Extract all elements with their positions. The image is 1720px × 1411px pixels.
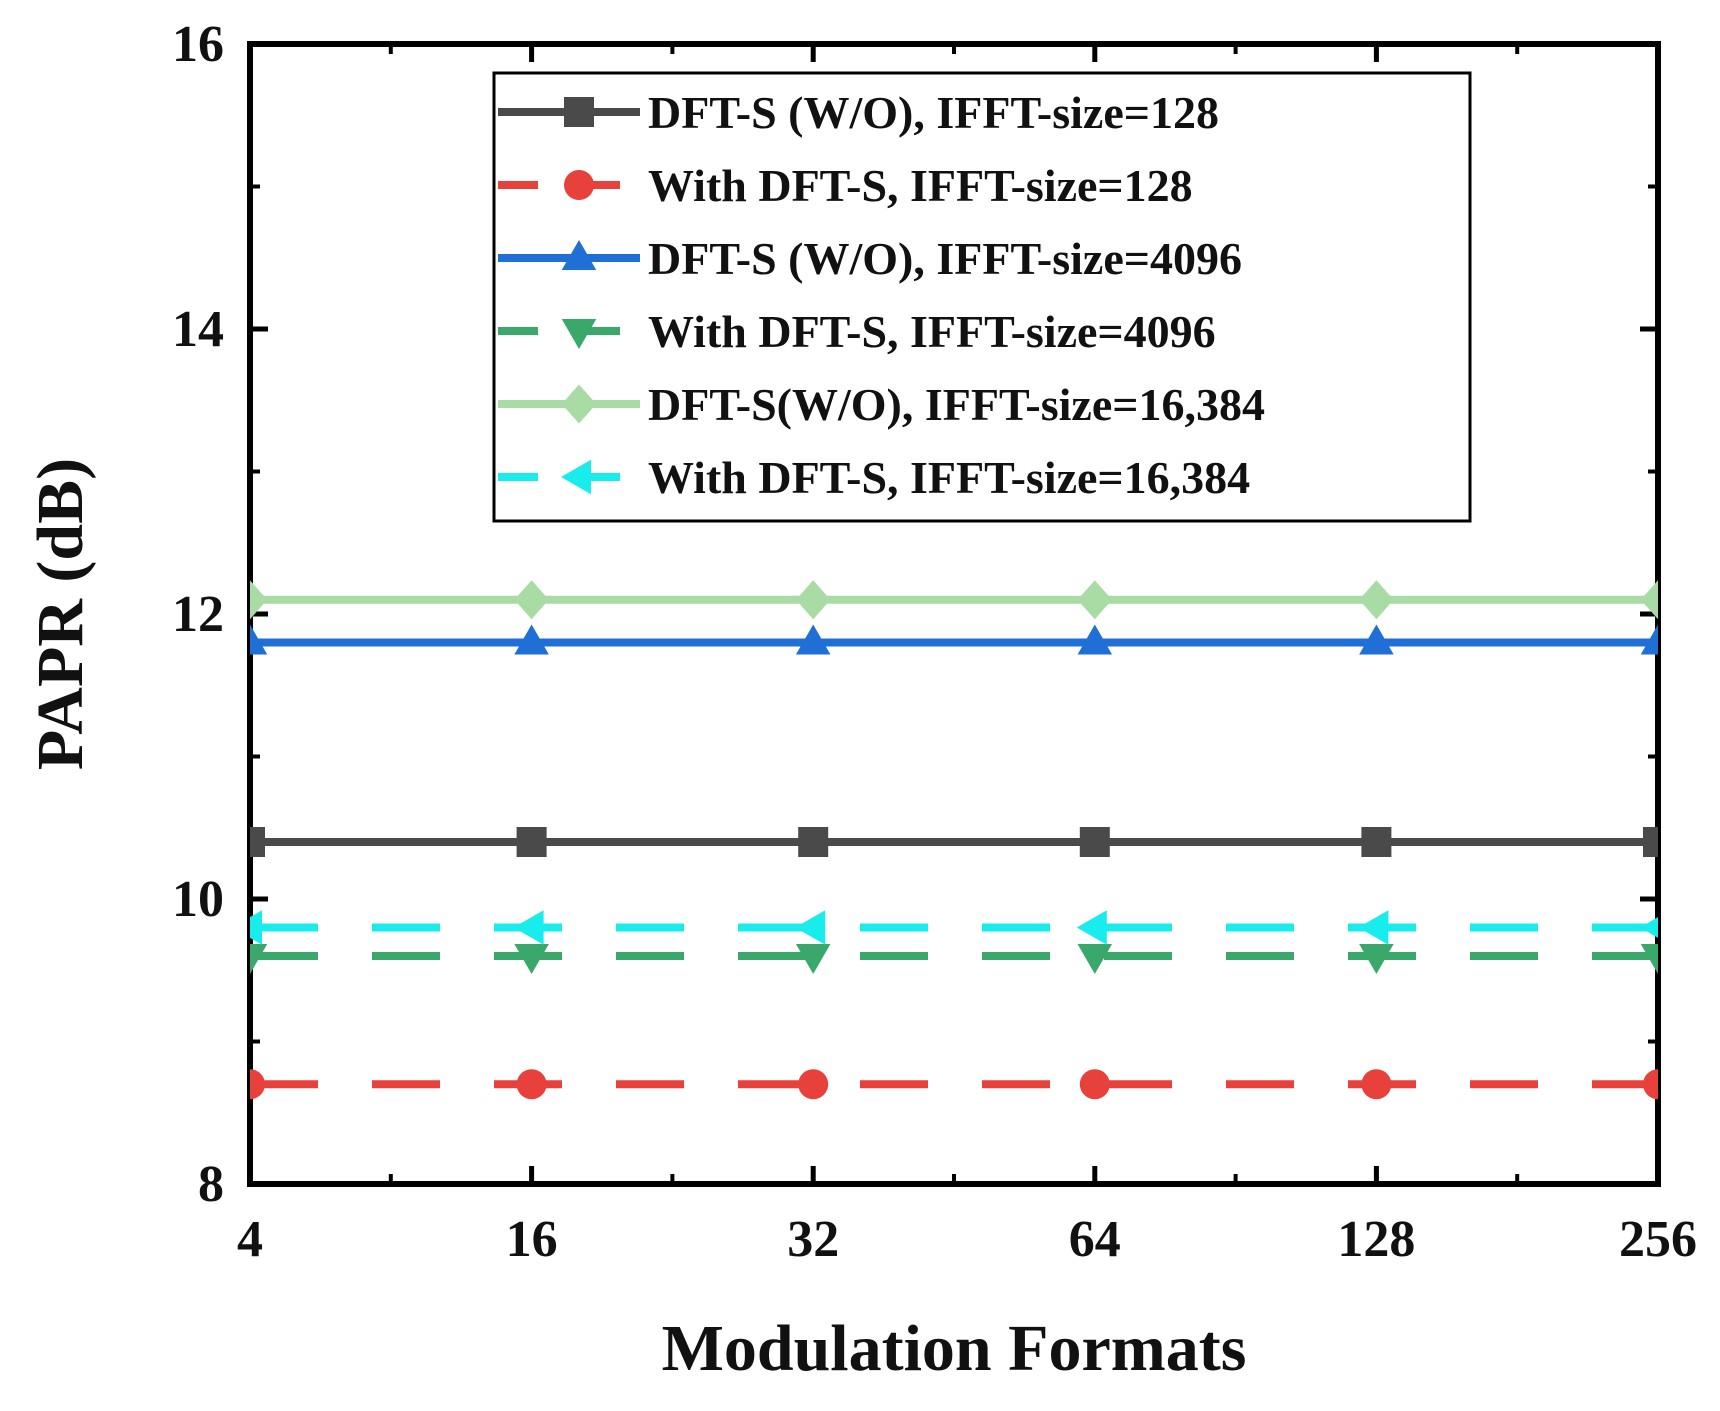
data-point-marker xyxy=(514,944,549,974)
y-tick-label: 10 xyxy=(172,871,224,928)
legend-marker xyxy=(564,97,594,127)
data-point-marker xyxy=(1359,580,1394,620)
data-point-marker xyxy=(1079,827,1110,857)
data-point-marker xyxy=(1640,580,1658,620)
data-point-marker xyxy=(1643,1069,1658,1100)
data-point-marker xyxy=(1077,944,1113,974)
y-tick-labels: 8 10 12 14 16 xyxy=(172,16,224,1213)
x-tick-label: 16 xyxy=(506,1211,558,1268)
data-point-marker xyxy=(795,910,826,945)
legend-marker xyxy=(564,170,594,200)
data-point-marker xyxy=(1079,1069,1110,1100)
series-3 xyxy=(250,624,1658,655)
x-tick-label: 128 xyxy=(1337,1211,1415,1268)
data-point-marker xyxy=(250,1069,265,1100)
legend-marker xyxy=(561,384,597,424)
data-point-marker xyxy=(795,624,831,655)
data-point-marker xyxy=(795,944,831,974)
legend-marker xyxy=(561,319,597,349)
x-tick-labels: 4 16 32 64 128 256 xyxy=(237,1211,1697,1268)
x-tick-label: 4 xyxy=(237,1211,263,1268)
data-point-marker xyxy=(1076,910,1107,945)
legend-label: DFT-S (W/O), IFFT-size=4096 xyxy=(648,233,1242,284)
data-point-marker xyxy=(1077,624,1113,655)
series-5 xyxy=(250,580,1658,620)
legend-label: DFT-S(W/O), IFFT-size=16,384 xyxy=(648,379,1265,430)
legend-box xyxy=(492,71,1472,523)
data-point-marker xyxy=(1640,944,1658,974)
data-point-marker xyxy=(516,827,547,857)
y-tick-label: 14 xyxy=(172,301,224,358)
x-axis-title: Modulation Formats xyxy=(662,1312,1247,1385)
y-tick-label: 8 xyxy=(198,1156,224,1213)
series-group xyxy=(250,580,1658,1100)
data-point-marker xyxy=(514,624,549,655)
data-point-marker xyxy=(795,580,831,620)
data-point-marker xyxy=(1361,827,1392,857)
data-point-marker xyxy=(1643,827,1658,857)
data-point-marker xyxy=(516,1069,547,1100)
data-point-marker xyxy=(1359,624,1394,655)
series-4 xyxy=(250,944,1658,974)
x-tick-label: 64 xyxy=(1069,1211,1121,1268)
legend-label: DFT-S (W/O), IFFT-size=128 xyxy=(648,87,1219,138)
data-point-marker xyxy=(513,910,544,945)
x-tick-label: 256 xyxy=(1619,1211,1697,1268)
y-tick-label: 12 xyxy=(172,586,224,643)
data-point-marker xyxy=(798,827,829,857)
data-point-marker xyxy=(1359,944,1394,974)
legend: DFT-S (W/O), IFFT-size=128 With DFT-S, IF… xyxy=(492,71,1472,523)
data-point-marker xyxy=(1077,580,1113,620)
legend-label: With DFT-S, IFFT-size=4096 xyxy=(648,306,1216,357)
legend-marker xyxy=(561,240,597,270)
data-point-marker xyxy=(1358,910,1389,945)
y-axis-title: PAPR (dB) xyxy=(24,458,97,770)
data-point-marker xyxy=(250,580,268,620)
data-point-marker xyxy=(514,580,549,620)
data-point-marker xyxy=(1640,624,1658,655)
data-point-marker xyxy=(250,827,265,857)
legend-label: With DFT-S, IFFT-size=128 xyxy=(648,160,1193,211)
data-point-marker xyxy=(1640,917,1658,938)
data-point-marker xyxy=(250,910,262,945)
data-point-marker xyxy=(250,944,268,974)
series-1 xyxy=(250,827,1658,857)
data-point-marker xyxy=(1361,1069,1392,1100)
y-tick-label: 16 xyxy=(172,16,224,73)
x-tick-label: 32 xyxy=(787,1211,839,1268)
data-point-marker xyxy=(250,624,268,655)
legend-marker xyxy=(561,459,591,495)
series-2 xyxy=(250,1069,1658,1100)
ticks xyxy=(247,41,1661,1187)
legend-label: With DFT-S, IFFT-size=16,384 xyxy=(648,452,1250,503)
series-6 xyxy=(250,910,1658,945)
data-point-marker xyxy=(798,1069,829,1100)
